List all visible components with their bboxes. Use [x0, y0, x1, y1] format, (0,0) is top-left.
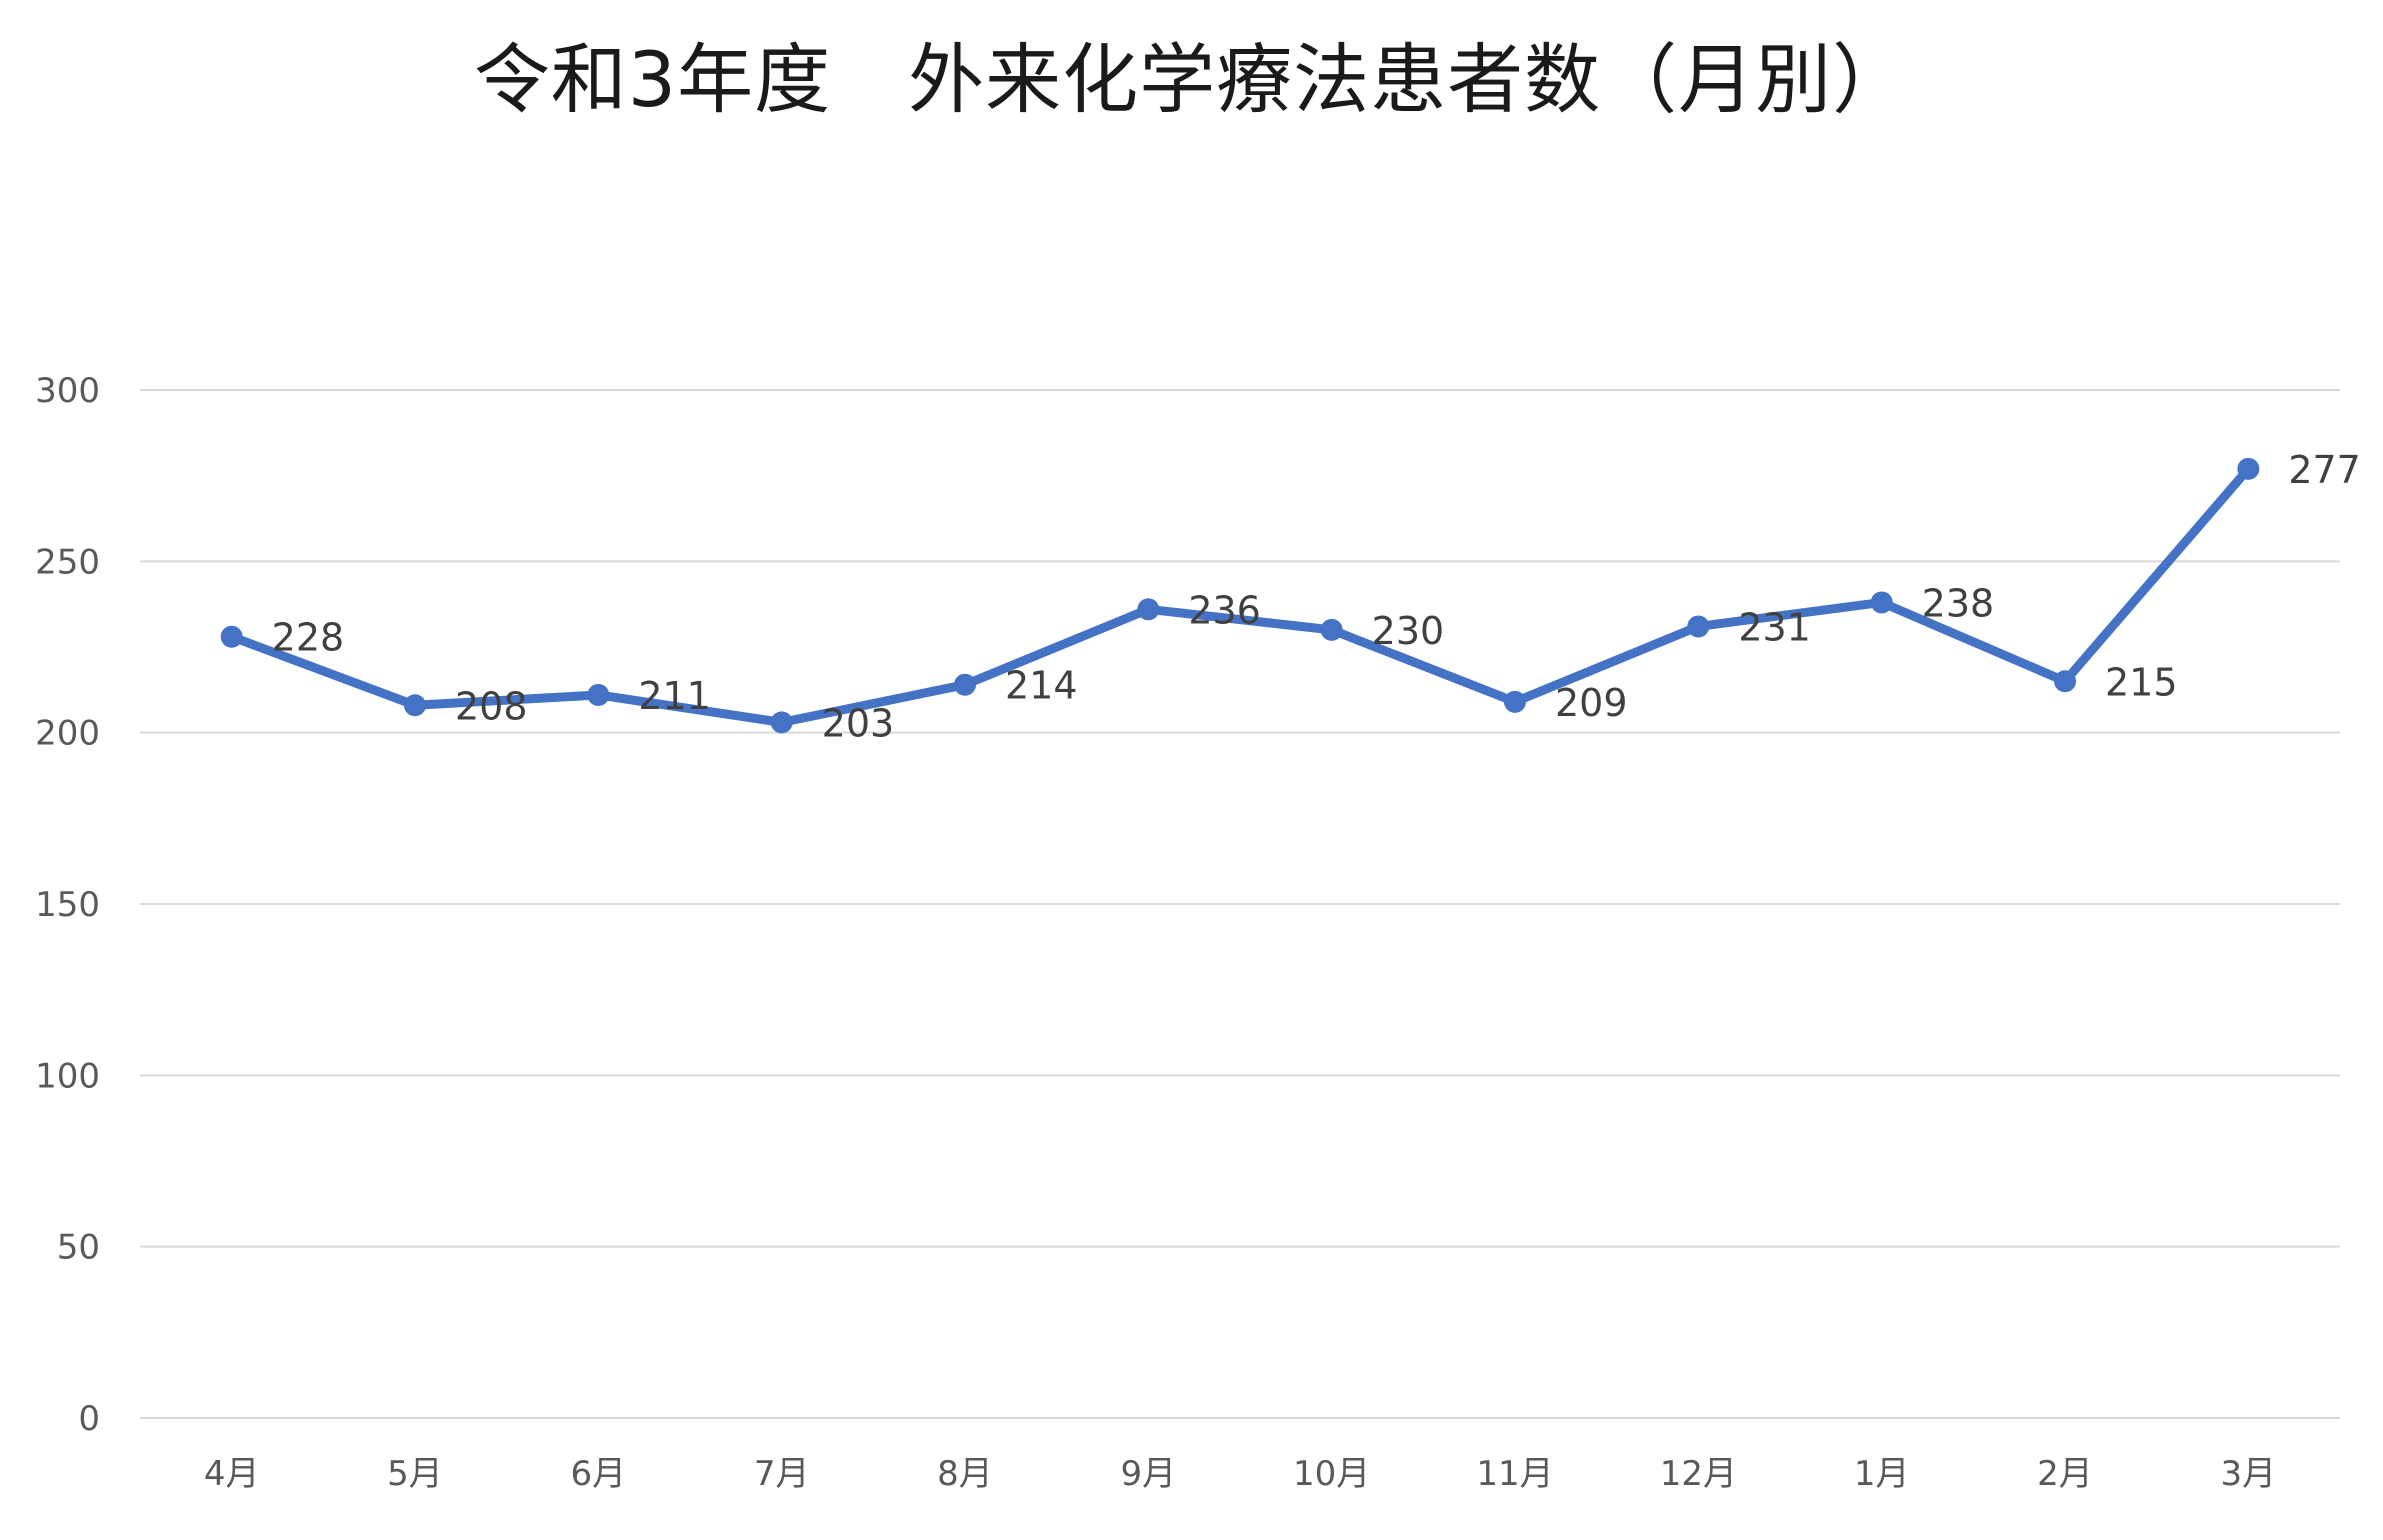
- data-point: [1687, 615, 1710, 638]
- data-label: 230: [1372, 609, 1445, 653]
- data-label: 238: [1922, 581, 1995, 625]
- data-point: [2054, 670, 2076, 693]
- y-tick-label: 300: [35, 371, 100, 411]
- data-point: [404, 694, 426, 717]
- y-tick-label: 100: [35, 1056, 100, 1096]
- x-tick-label: 7月: [754, 1454, 810, 1494]
- y-axis-ticks: 0 50 100 150 200 250 300: [35, 371, 100, 1439]
- x-tick-label: 4月: [204, 1454, 260, 1494]
- x-tick-label: 2月: [2037, 1454, 2093, 1494]
- y-tick-label: 250: [35, 542, 100, 582]
- x-tick-label: 9月: [1121, 1454, 1177, 1494]
- data-points: [220, 457, 2260, 734]
- data-label: 211: [638, 674, 711, 718]
- y-tick-label: 200: [35, 714, 100, 754]
- series-line: [227, 464, 2253, 727]
- data-label: 277: [2288, 448, 2361, 492]
- data-labels: 228 208 211 203 214 236 230 209 231 238 215 277: [272, 448, 2361, 746]
- data-point: [1320, 618, 1343, 641]
- data-label: 203: [822, 701, 895, 745]
- data-point: [1870, 591, 1893, 614]
- data-point: [1504, 690, 1526, 713]
- data-point: [2237, 457, 2260, 480]
- data-label: 215: [2105, 660, 2178, 704]
- data-label: 231: [1738, 605, 1811, 649]
- x-tick-label: 1月: [1854, 1454, 1910, 1494]
- gridlines: [140, 389, 2340, 1419]
- x-tick-label: 8月: [937, 1454, 993, 1494]
- x-tick-label: 11月: [1476, 1454, 1553, 1494]
- data-point: [220, 625, 243, 648]
- x-tick-label: 3月: [2221, 1454, 2277, 1494]
- chart-title: 令和3年度 外来化学療法患者数（月別）: [473, 35, 1910, 124]
- x-tick-label: 10月: [1293, 1454, 1370, 1494]
- data-point: [1137, 598, 1160, 621]
- data-point: [954, 673, 976, 696]
- series: [227, 464, 2253, 727]
- data-label: 214: [1005, 664, 1078, 708]
- x-tick-label: 6月: [571, 1454, 627, 1494]
- x-tick-label: 5月: [387, 1454, 443, 1494]
- data-label: 209: [1555, 681, 1628, 725]
- data-point: [770, 711, 793, 734]
- y-tick-label: 150: [35, 885, 100, 925]
- x-axis-ticks: 4月 5月 6月 7月 8月 9月 10月 11月 12月 1月 2月 3月: [204, 1454, 2276, 1494]
- y-tick-label: 0: [78, 1399, 100, 1439]
- data-point: [587, 683, 610, 706]
- data-label: 228: [272, 616, 345, 660]
- y-tick-label: 50: [57, 1228, 100, 1268]
- data-label: 236: [1188, 588, 1261, 632]
- data-label: 208: [455, 684, 528, 728]
- x-tick-label: 12月: [1660, 1454, 1737, 1494]
